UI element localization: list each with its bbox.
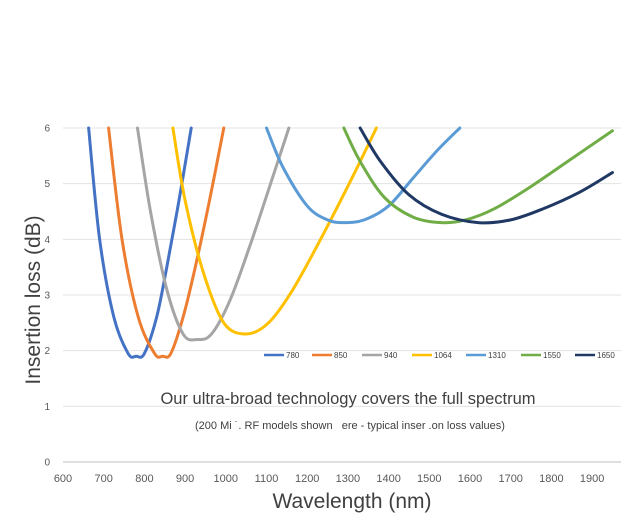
- series-line-940: [135, 126, 291, 342]
- series-line-1310: [265, 126, 462, 225]
- x-tick-label: 700: [95, 473, 113, 485]
- y-tick-label: 3: [44, 291, 50, 302]
- x-tick-label: 1700: [498, 473, 522, 485]
- grid-lines: [63, 127, 621, 463]
- annotation-main: Our ultra-broad technology covers the fu…: [160, 390, 535, 408]
- axes: 0 1 2 3 4 5 6 600 700 800 900 1000 1100 1200 1300 1400 1…: [44, 124, 604, 486]
- x-tick-label: 1100: [255, 473, 279, 485]
- y-tick-label: 1: [44, 402, 50, 413]
- x-tick-label: 1600: [458, 473, 482, 485]
- x-tick-label: 1900: [580, 473, 604, 485]
- x-tick-label: 900: [176, 473, 194, 485]
- x-tick-label: 1300: [336, 473, 360, 485]
- legend: 780 850 940 1064 1310 1550 1650: [264, 351, 615, 360]
- series-lines: [87, 126, 614, 359]
- annotation-sub: (200 Mi ˙. RF models shown ere - typical…: [195, 420, 505, 432]
- series-line-1064: [171, 126, 378, 336]
- x-axis-title: Wavelength (nm): [272, 490, 431, 513]
- legend-label-1310: 1310: [488, 351, 506, 360]
- legend-label-1064: 1064: [434, 351, 452, 360]
- x-tick-label: 600: [54, 473, 72, 485]
- y-axis-title: Insertion loss (dB): [22, 215, 45, 384]
- series-line-780: [87, 126, 193, 359]
- y-tick-label: 6: [44, 124, 50, 135]
- y-tick-label: 0: [44, 458, 50, 469]
- legend-label-1550: 1550: [543, 351, 561, 360]
- series-line-1550: [342, 126, 614, 225]
- y-tick-label: 2: [44, 346, 50, 357]
- legend-label-1650: 1650: [597, 351, 615, 360]
- x-tick-label: 1400: [376, 473, 400, 485]
- legend-label-850: 850: [334, 351, 348, 360]
- x-tick-label: 1800: [539, 473, 563, 485]
- x-tick-label: 800: [135, 473, 153, 485]
- legend-label-780: 780: [286, 351, 300, 360]
- legend-label-940: 940: [384, 351, 398, 360]
- series-line-850: [107, 126, 226, 359]
- x-tick-label: 1000: [214, 473, 238, 485]
- x-tick-label: 1500: [417, 473, 441, 485]
- series-line-1650: [358, 126, 614, 225]
- x-tick-label: 1200: [295, 473, 319, 485]
- y-tick-label: 5: [44, 179, 50, 190]
- y-tick-label: 4: [44, 235, 50, 246]
